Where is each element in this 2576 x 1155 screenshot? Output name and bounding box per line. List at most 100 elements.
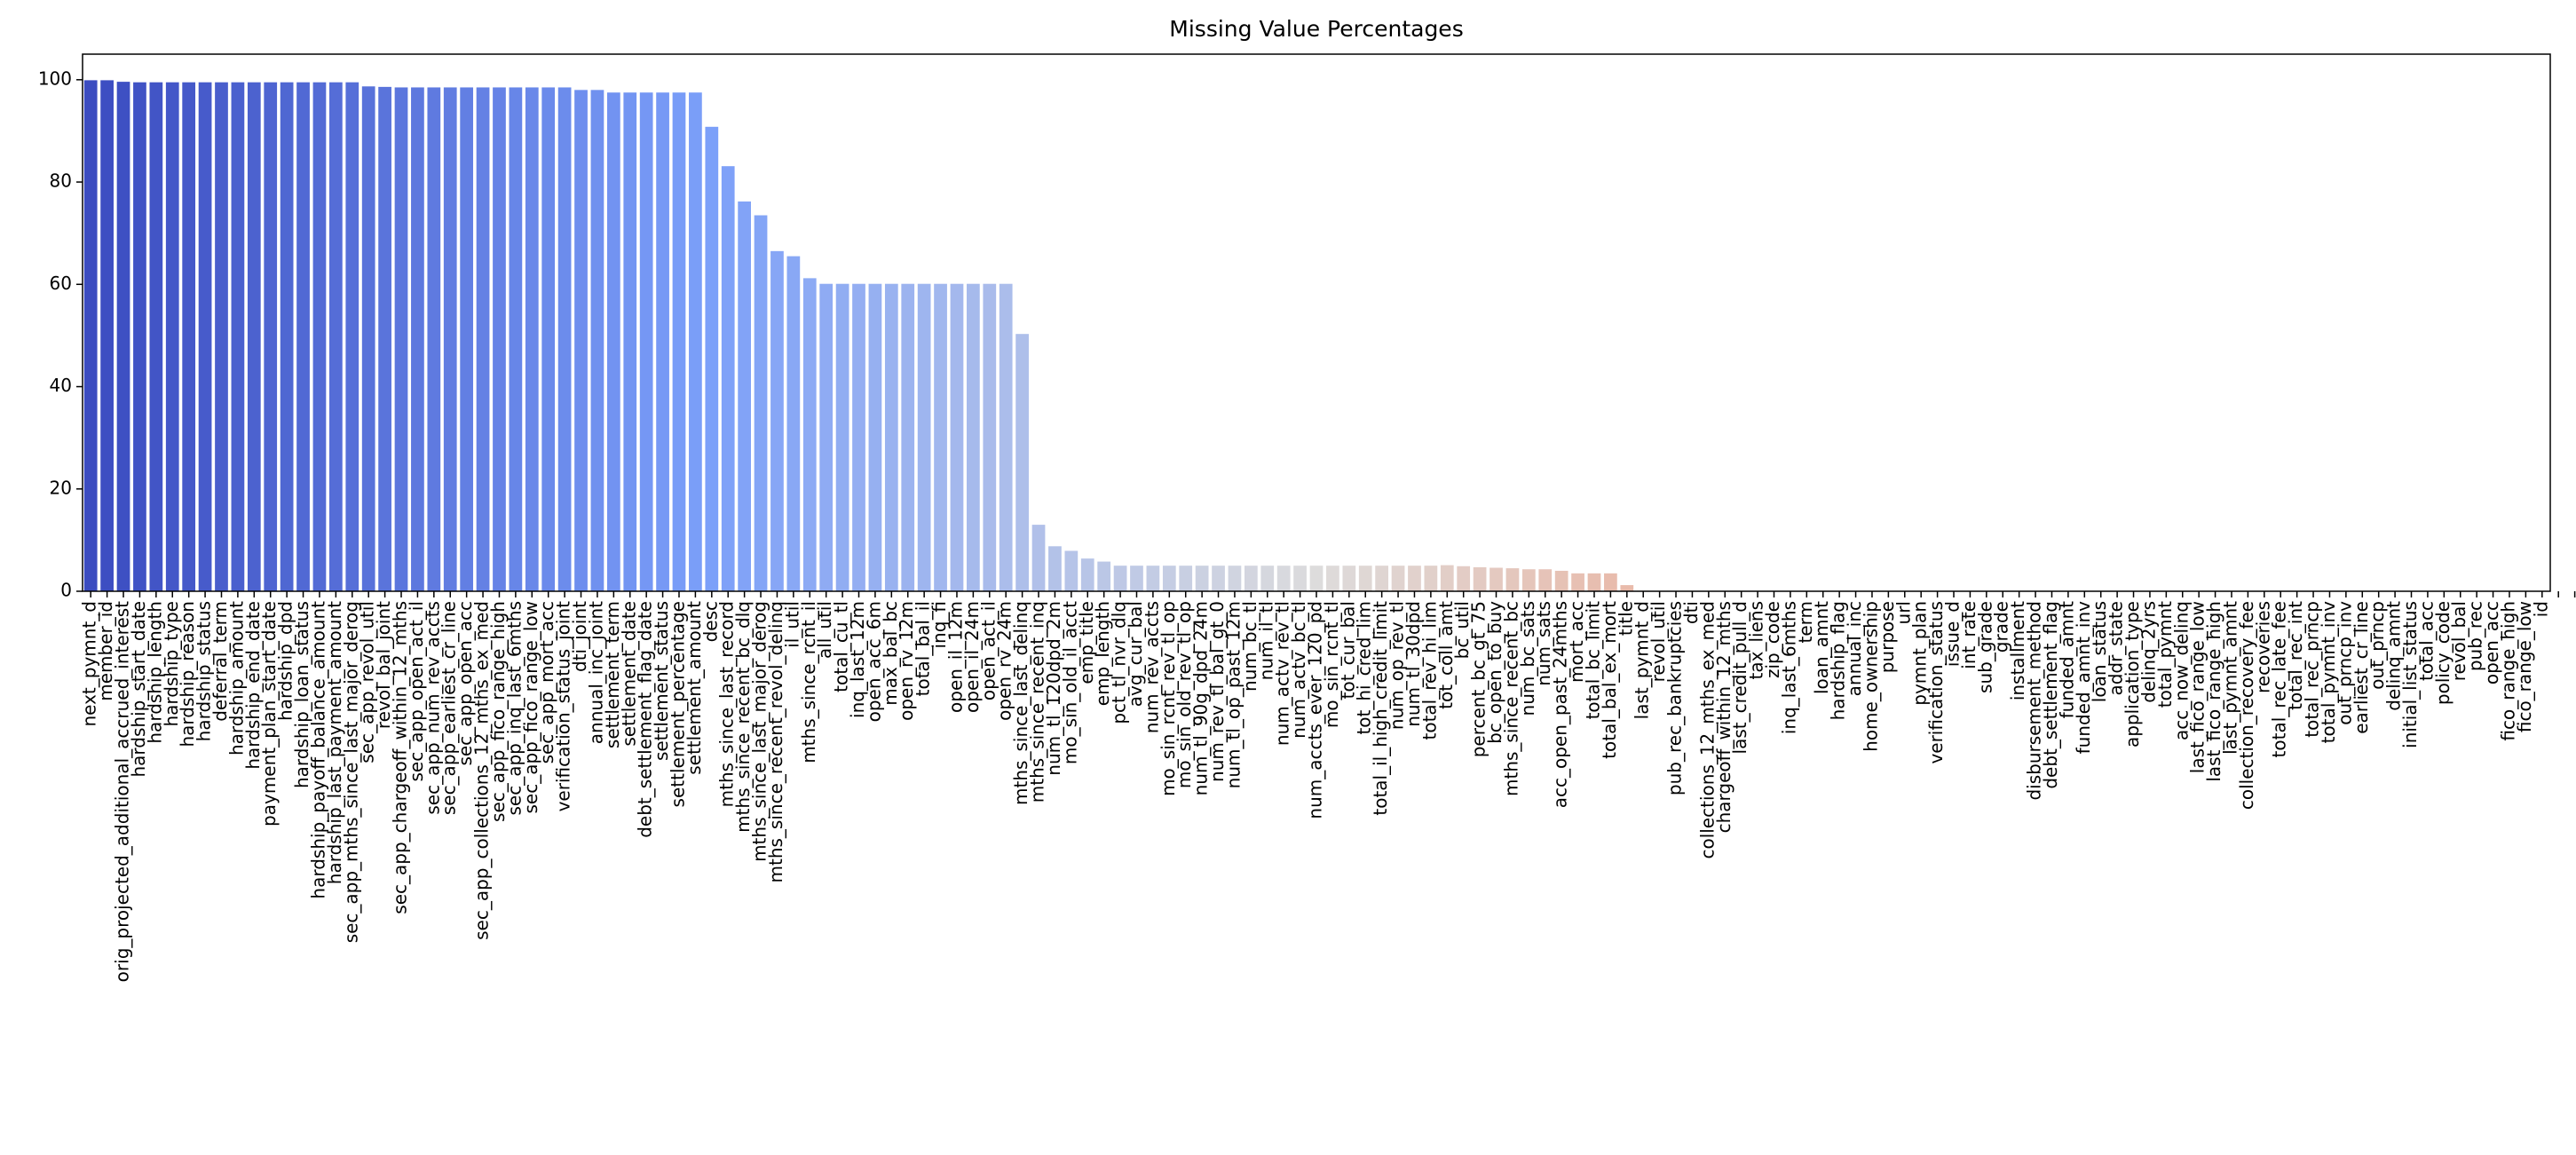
bar bbox=[868, 283, 882, 591]
bar bbox=[1342, 566, 1356, 591]
bar bbox=[705, 126, 719, 592]
x-tick-label: num_rev_accts bbox=[1141, 601, 1162, 733]
x-tick-label: revol_bal_joint bbox=[373, 601, 394, 729]
x-tick-label: funded_amnt_inv bbox=[2073, 601, 2094, 755]
bar bbox=[689, 92, 702, 591]
bar bbox=[835, 283, 849, 591]
x-tick-label: mths_since_last_major_derog bbox=[749, 601, 770, 862]
bar bbox=[1571, 573, 1584, 591]
x-tick-label: hardship_start_date bbox=[128, 601, 149, 778]
x-tick-label: delinq_2yrs bbox=[2137, 601, 2159, 703]
x-tick-label: total_acc bbox=[2415, 601, 2437, 681]
x-tick-label: member_id bbox=[95, 601, 116, 701]
bar bbox=[541, 87, 556, 591]
bar bbox=[1538, 569, 1553, 591]
bar bbox=[1554, 570, 1569, 591]
bar bbox=[917, 283, 931, 591]
x-tick-label: mths_since_last_record bbox=[716, 601, 738, 807]
x-tick-label: purpose bbox=[1877, 601, 1898, 673]
x-tick-label: term bbox=[1795, 601, 1816, 644]
bar bbox=[1473, 566, 1487, 591]
bar bbox=[1505, 568, 1520, 591]
bar bbox=[476, 87, 490, 591]
x-tick-label: sec_app_open_act_il bbox=[406, 601, 427, 782]
bar bbox=[934, 283, 947, 591]
x-tick-label: sec_app_num_rev_accts bbox=[422, 601, 443, 815]
bar bbox=[1587, 573, 1601, 591]
x-tick-label: total_rec_late_fee bbox=[2269, 601, 2290, 757]
x-tick-label: delinq_amnt bbox=[2383, 601, 2405, 711]
bar bbox=[1130, 566, 1143, 591]
bar bbox=[1457, 566, 1471, 591]
x-tick-label: il_util bbox=[781, 601, 802, 648]
bar bbox=[1391, 566, 1405, 591]
x-tick-label: annual_inc bbox=[1844, 601, 1865, 696]
x-tick-label: last_fico_range_high bbox=[2203, 601, 2224, 782]
x-tick-label: open_act_il bbox=[977, 601, 999, 700]
x-tick-label: inq_last_6mths bbox=[1778, 601, 1799, 734]
x-tick-label: hardship_loan_status bbox=[291, 601, 312, 788]
x-tick-label: total_rec_int bbox=[2285, 601, 2306, 710]
bar bbox=[1228, 566, 1242, 591]
bar bbox=[133, 82, 146, 591]
bar bbox=[1620, 585, 1634, 591]
bar bbox=[672, 92, 686, 591]
x-tick-label: bc_util bbox=[1451, 601, 1473, 659]
x-tick-label: last_credit_pull_d bbox=[1729, 601, 1750, 754]
x-tick-label: last_pymnt_amnt bbox=[2219, 601, 2240, 755]
x-tick-label: total_rev_hi_lim bbox=[1418, 601, 1440, 740]
x-tick-label: hardship_flag bbox=[1828, 601, 1849, 720]
x-tick-label: num_tl_30dpd bbox=[1403, 601, 1424, 727]
bar bbox=[378, 86, 391, 591]
bar bbox=[525, 87, 539, 591]
x-tick-label: pub_rec bbox=[2465, 601, 2486, 671]
x-tick-label: fico_range_low bbox=[2514, 601, 2535, 732]
x-tick-label: pymnt_plan bbox=[1909, 601, 1931, 706]
x-tick-label: sec_app_chargeoff_within_12_mths bbox=[390, 601, 411, 914]
x-tick-label: num_actv_rev_tl bbox=[1272, 601, 1293, 746]
x-tick-label: desc bbox=[699, 601, 721, 642]
x-tick-label: hardship_type bbox=[161, 601, 182, 727]
x-tick-label: total_bc_limit bbox=[1582, 601, 1603, 720]
x-tick-label: loan_amnt bbox=[1811, 601, 1832, 694]
x-tick-label: mo_sin_old_il_acct bbox=[1059, 601, 1080, 764]
x-tick-label: revol_bal bbox=[2448, 601, 2469, 681]
x-tick-label: open_acc_6m bbox=[863, 601, 884, 722]
x-tick-label: hardship_last_payment_amount bbox=[324, 601, 345, 884]
x-tick-label: tot_hi_cred_lim bbox=[1354, 601, 1375, 735]
x-tick-label: settlement_status bbox=[651, 601, 672, 761]
x-tick-label: issue_d bbox=[1942, 601, 1964, 667]
x-tick-label: total_il_high_credit_limit bbox=[1370, 601, 1391, 816]
bar bbox=[884, 283, 898, 591]
x-tick-label: num_tl_op_past_12m bbox=[1222, 601, 1244, 788]
x-tick-label: hardship_dpd bbox=[275, 601, 296, 721]
bar bbox=[606, 92, 620, 591]
x-tick-label: sec_app_fico_range_high bbox=[487, 601, 509, 822]
bar bbox=[590, 90, 604, 592]
bar bbox=[819, 283, 834, 591]
bar bbox=[345, 82, 360, 591]
bar bbox=[1521, 569, 1536, 591]
x-tick-label: total_bal_il bbox=[913, 601, 934, 696]
chart-title: Missing Value Percentages bbox=[1169, 16, 1463, 42]
x-tick-label: mths_since_recent_bc_dlq bbox=[732, 601, 754, 833]
x-tick-label: payment_plan_start_date bbox=[258, 601, 280, 827]
x-tick-label: emp_title bbox=[1076, 601, 1097, 684]
x-tick-label: mo_sin_rcnt_tl bbox=[1321, 601, 1342, 728]
bar bbox=[460, 87, 474, 591]
bar bbox=[967, 283, 980, 591]
x-tick-label: deferral_term bbox=[209, 601, 231, 722]
bar bbox=[280, 82, 294, 591]
bar bbox=[509, 87, 523, 591]
x-tick-label: annual_inc_joint bbox=[585, 601, 606, 744]
bar bbox=[247, 82, 261, 591]
y-tick-label: 20 bbox=[50, 477, 72, 498]
bar bbox=[182, 82, 196, 591]
x-tick-label: url bbox=[1892, 601, 1914, 624]
x-tick-label: chargeoff_within_12_mths bbox=[1713, 601, 1734, 833]
x-tick-label: num_bc_tl bbox=[1239, 601, 1260, 692]
x-tick-label: total_pymnt_inv bbox=[2318, 601, 2339, 743]
x-tick-label: orig_projected_additional_accrued_intere… bbox=[112, 601, 133, 982]
bar bbox=[574, 90, 588, 592]
